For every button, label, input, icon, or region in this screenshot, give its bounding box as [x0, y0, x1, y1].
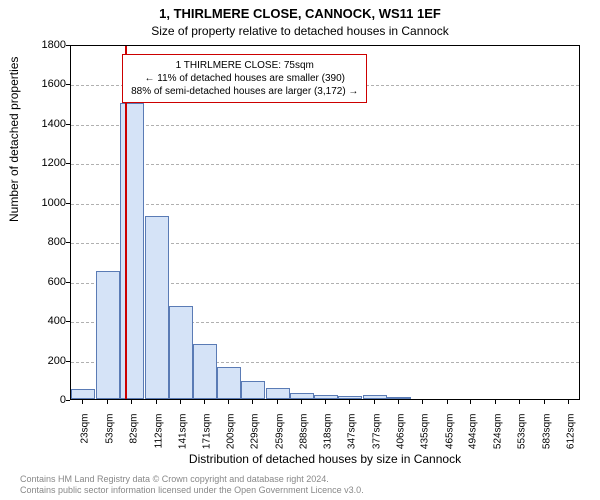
credits-line2: Contains public sector information licen…: [20, 485, 364, 496]
histogram-bar: [96, 271, 120, 399]
info-box: 1 THIRLMERE CLOSE: 75sqm← 11% of detache…: [122, 54, 367, 103]
ytick-mark: [66, 84, 70, 85]
xtick-mark: [277, 400, 278, 404]
grid-line: [71, 204, 579, 205]
histogram-bar: [120, 103, 144, 399]
ytick-mark: [66, 124, 70, 125]
xtick-mark: [82, 400, 83, 404]
x-axis-label: Distribution of detached houses by size …: [70, 452, 580, 466]
xtick-mark: [180, 400, 181, 404]
chart-title-sub: Size of property relative to detached ho…: [0, 24, 600, 38]
grid-line: [71, 125, 579, 126]
info-box-line: 88% of semi-detached houses are larger (…: [131, 85, 358, 98]
xtick-mark: [374, 400, 375, 404]
ytick-label: 800: [16, 236, 66, 248]
histogram-bar: [241, 381, 265, 399]
histogram-bar: [338, 396, 362, 399]
xtick-mark: [349, 400, 350, 404]
ytick-mark: [66, 282, 70, 283]
grid-line: [71, 164, 579, 165]
xtick-mark: [544, 400, 545, 404]
ytick-mark: [66, 242, 70, 243]
histogram-bar: [363, 395, 387, 399]
xtick-mark: [252, 400, 253, 404]
ytick-mark: [66, 163, 70, 164]
plot-area: 1 THIRLMERE CLOSE: 75sqm← 11% of detache…: [70, 45, 580, 400]
xtick-mark: [422, 400, 423, 404]
ytick-mark: [66, 361, 70, 362]
xtick-mark: [568, 400, 569, 404]
histogram-bar: [217, 367, 241, 399]
histogram-bar: [169, 306, 193, 399]
ytick-label: 1600: [16, 78, 66, 90]
histogram-bar: [290, 393, 314, 399]
xtick-mark: [470, 400, 471, 404]
ytick-mark: [66, 203, 70, 204]
xtick-mark: [301, 400, 302, 404]
xtick-mark: [131, 400, 132, 404]
histogram-bar: [145, 216, 169, 399]
histogram-bar: [266, 388, 290, 399]
xtick-mark: [398, 400, 399, 404]
xtick-mark: [447, 400, 448, 404]
ytick-label: 1800: [16, 39, 66, 51]
credits-line1: Contains HM Land Registry data © Crown c…: [20, 474, 364, 485]
ytick-label: 1000: [16, 197, 66, 209]
info-box-line: 1 THIRLMERE CLOSE: 75sqm: [131, 59, 358, 72]
xtick-mark: [325, 400, 326, 404]
ytick-label: 1400: [16, 118, 66, 130]
ytick-label: 400: [16, 315, 66, 327]
xtick-mark: [519, 400, 520, 404]
ytick-label: 200: [16, 355, 66, 367]
credits-text: Contains HM Land Registry data © Crown c…: [20, 474, 364, 496]
ytick-mark: [66, 321, 70, 322]
xtick-mark: [228, 400, 229, 404]
histogram-bar: [71, 389, 95, 399]
histogram-bar: [314, 395, 338, 399]
histogram-bar: [193, 344, 217, 399]
xtick-mark: [495, 400, 496, 404]
xtick-mark: [204, 400, 205, 404]
chart-title-main: 1, THIRLMERE CLOSE, CANNOCK, WS11 1EF: [0, 6, 600, 21]
ytick-mark: [66, 400, 70, 401]
ytick-label: 600: [16, 276, 66, 288]
ytick-label: 0: [16, 394, 66, 406]
xtick-mark: [107, 400, 108, 404]
histogram-bar: [387, 397, 411, 399]
histogram-chart: 1, THIRLMERE CLOSE, CANNOCK, WS11 1EF Si…: [0, 0, 600, 500]
ytick-mark: [66, 45, 70, 46]
ytick-label: 1200: [16, 157, 66, 169]
info-box-line: ← 11% of detached houses are smaller (39…: [131, 72, 358, 85]
xtick-mark: [156, 400, 157, 404]
